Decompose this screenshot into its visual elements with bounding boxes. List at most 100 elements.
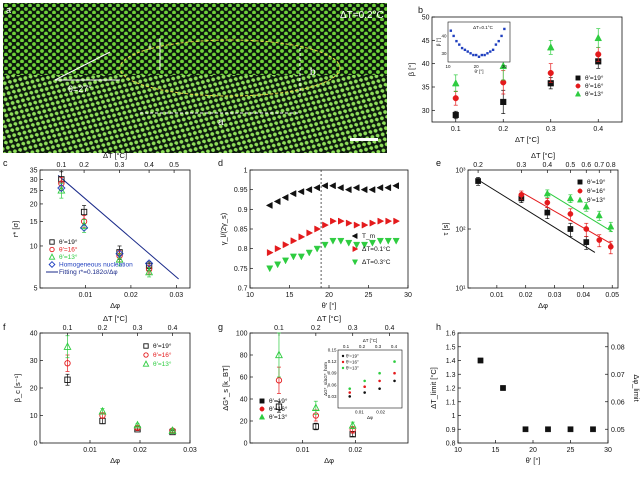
inset-point: [348, 387, 352, 390]
x-tick-label: 20: [325, 292, 333, 299]
data-point: [306, 229, 314, 237]
y-tick-label: 30: [30, 358, 38, 365]
series-green: [451, 28, 603, 93]
data-point: [273, 197, 281, 205]
data-point: [314, 225, 322, 233]
x-axis-label: Δφ: [110, 301, 120, 310]
top-tick-label: 0.4: [542, 162, 552, 169]
x-tick-label: 0.03: [548, 292, 562, 299]
y-tick-label: 15: [30, 219, 38, 226]
data-point: [289, 253, 297, 261]
x-tick-label: 0.4: [593, 126, 603, 133]
x-axis-label: Δφ: [324, 456, 334, 465]
panel-a-label: a: [6, 5, 11, 15]
x-tick-label: 0.02: [349, 447, 363, 454]
series-red: [518, 190, 614, 255]
lattice-image-bottom: [3, 75, 387, 153]
inset-point: [452, 34, 455, 38]
legend-marker: [142, 360, 150, 367]
legend-marker: [577, 179, 583, 185]
x-tick-label: 0.03: [170, 292, 184, 299]
data-point: [305, 186, 313, 194]
x-tick-label: 15: [286, 292, 294, 299]
y-tick-label: 0: [244, 441, 248, 448]
data-point: [361, 241, 369, 249]
plot-frame: [431, 16, 623, 123]
inset-x-label: θ' [°]: [475, 69, 484, 74]
y-tick-label: 1.4: [446, 358, 456, 365]
temp-label: ΔT=0.2°C: [340, 10, 384, 21]
data-point: [64, 360, 71, 367]
legend-marker: [143, 352, 149, 358]
data-point: [115, 255, 124, 263]
panel-d-label: d: [218, 158, 223, 168]
inset-frame: [337, 349, 403, 409]
top-tick-label: 0.5: [566, 162, 576, 169]
inset-point: [500, 34, 503, 38]
data-point: [547, 69, 554, 77]
x-tick-label: 0.01: [296, 447, 310, 454]
data-point: [452, 111, 459, 119]
data-point: [544, 199, 551, 206]
data-point: [377, 217, 385, 225]
inset-point: [449, 29, 453, 32]
legend-marker: [351, 232, 358, 240]
data-point: [305, 249, 313, 257]
y-tick-label: 20: [240, 419, 248, 426]
inset-top-tick: 0.4: [391, 344, 398, 349]
inset-point: [483, 53, 486, 57]
inset-point: [489, 50, 492, 53]
y-tick-label: 0.8: [238, 246, 248, 253]
y-axis-label: ΔG*_s [k_BT]: [221, 365, 230, 410]
data-point: [329, 182, 336, 190]
fit-line: [547, 191, 613, 233]
inset-y-tick: 0.06: [328, 382, 337, 387]
data-point: [290, 237, 298, 245]
data-point: [546, 43, 555, 51]
data-point: [500, 385, 506, 391]
inset-top-tick: 0.2: [359, 344, 366, 349]
nucleus-outline: [119, 39, 341, 97]
data-point: [368, 239, 376, 247]
inset-y-tick: 0.15: [328, 348, 337, 353]
series-green: [274, 332, 357, 430]
top-tick-label: 0.6: [581, 162, 591, 169]
inset-y-tick: 30: [441, 51, 447, 56]
x-tick-label: 0.02: [519, 292, 533, 299]
inset-top-tick: 0.1: [343, 344, 350, 349]
data-point: [500, 98, 507, 105]
inset-b: 10 20 30 30 40 ΔT=0.1°C θ' [°] β [°]: [436, 21, 511, 74]
x-tick-label: 30: [604, 447, 612, 454]
inset-point: [393, 371, 396, 375]
data-point: [595, 211, 603, 219]
legend-label: Homogeneous nucleation: [59, 262, 133, 269]
y-tick-label: 1.2: [446, 386, 456, 393]
x-axis-label: Δφ: [538, 301, 548, 310]
legend-marker: [143, 343, 149, 349]
panel-d: d 10 15 20 25 30 0.7 0.75 0.8 0.85 0.9 0.95 1 θ' [°] γ…: [218, 158, 412, 310]
data-point: [545, 426, 551, 433]
y-axis-label: γ_l/(2γ_s): [219, 212, 228, 245]
series-black: [265, 182, 399, 209]
top-tick-label: 0.4: [168, 325, 178, 332]
top-tick-label: 0.2: [98, 325, 108, 332]
y-tick-label: 20: [30, 386, 38, 393]
legend-label: θ'=16°: [59, 246, 78, 254]
data-point: [282, 241, 290, 249]
y-tick-label: 0.7: [238, 286, 248, 293]
series-black: [275, 400, 356, 438]
legend-marker: [352, 245, 359, 253]
inset-point: [458, 43, 461, 46]
legend-label: θ'=19°: [269, 397, 288, 405]
data-point: [500, 79, 507, 86]
x-tick-label: 0.01: [79, 292, 93, 299]
inset-y-tick: 0.03: [328, 394, 337, 399]
legend-label: T_m: [362, 233, 375, 240]
legend-marker: [574, 90, 582, 97]
data-point: [274, 261, 282, 269]
data-point: [145, 267, 154, 276]
data-point: [543, 189, 551, 197]
inset-point: [348, 391, 352, 394]
fit-line: [521, 191, 613, 245]
plot-frame: [249, 169, 409, 289]
